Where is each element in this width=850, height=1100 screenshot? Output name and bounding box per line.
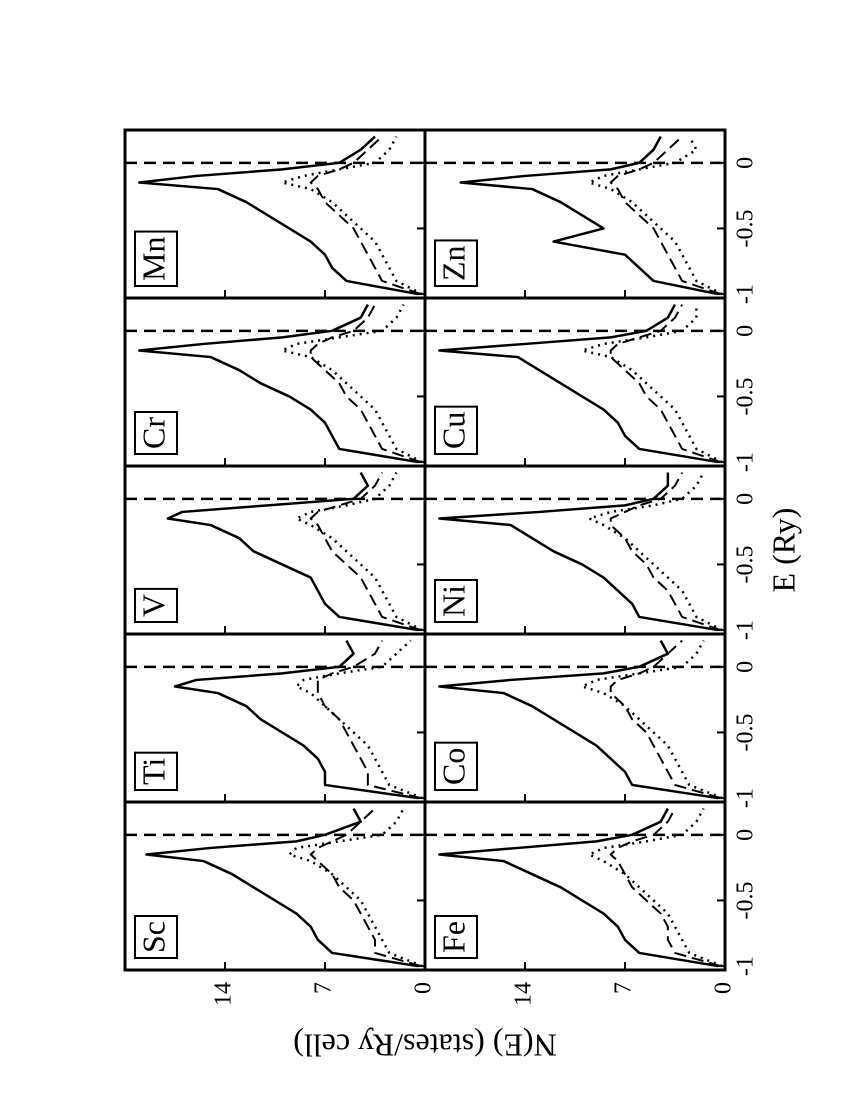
y-tick-label: 0: [711, 982, 737, 994]
panel-frame: [423, 128, 727, 300]
x-tick-label: -0.5: [733, 377, 759, 415]
dos-line: [609, 472, 722, 632]
dos-line: [145, 807, 419, 968]
dos-line: [288, 807, 423, 968]
y-tick-label: 14: [211, 982, 237, 1006]
title-box: [134, 915, 178, 959]
dos-line: [609, 135, 722, 296]
dos-line: [438, 472, 719, 632]
y-tick-label: 7: [611, 982, 637, 994]
dos-line: [309, 304, 422, 464]
x-axis-label: E (Ry): [765, 508, 801, 593]
x-tick-label: 0: [733, 493, 759, 505]
dos-line: [138, 135, 419, 296]
y-tick-label: 14: [511, 982, 537, 1006]
x-tick-label: -0.5: [733, 209, 759, 247]
title-box: [134, 587, 178, 623]
dos-line: [438, 807, 719, 968]
dos-line: [609, 808, 721, 968]
x-tick-label: -1: [733, 956, 759, 976]
x-tick-label: -1: [733, 452, 759, 472]
panel-title: Sc: [135, 921, 171, 953]
dos-line: [316, 640, 421, 800]
x-tick-label: -1: [733, 620, 759, 640]
x-tick-label: 0: [733, 157, 759, 169]
title-box: [134, 751, 178, 791]
dos-line: [438, 639, 719, 800]
title-box: [134, 411, 178, 455]
title-box: [434, 405, 478, 455]
dos-line: [166, 471, 419, 632]
dos-line: [173, 639, 419, 800]
x-tick-label: -1: [733, 284, 759, 304]
x-tick-label: -0.5: [733, 545, 759, 583]
panel-title: V: [135, 594, 171, 617]
dos-line: [309, 135, 422, 296]
panel-title: Zn: [435, 245, 471, 281]
x-tick-label: -0.5: [733, 881, 759, 919]
dos-line: [580, 639, 723, 800]
x-tick-label: 0: [733, 829, 759, 841]
panel-title: Mn: [135, 237, 171, 281]
y-tick-label: 7: [311, 982, 337, 994]
panel-title: Cr: [135, 417, 171, 449]
dos-line: [438, 303, 719, 464]
dos-line: [138, 303, 419, 464]
x-tick-label: 0: [733, 325, 759, 337]
dos-line: [280, 303, 423, 464]
title-box: [434, 239, 478, 287]
panel-title: Ni: [435, 585, 471, 617]
x-tick-label: 0: [733, 661, 759, 673]
dos-line: [459, 135, 719, 296]
title-box: [134, 230, 178, 287]
x-tick-label: -1: [733, 788, 759, 808]
y-tick-label: 0: [411, 982, 437, 994]
panel-title: Co: [435, 748, 471, 785]
x-tick-label: -0.5: [733, 713, 759, 751]
figure: 0 7 14 Sc Ti V Cr Mn -1 -0.5 0 0 7 14 Fe -1 -0.5 0 Co -1 -0.…: [123, 128, 801, 1064]
title-box: [434, 741, 478, 791]
panel-title: Fe: [435, 921, 471, 953]
dos-line: [309, 472, 422, 632]
panel-title: Cu: [435, 412, 471, 449]
dos-line: [309, 807, 421, 968]
title-box: [434, 579, 478, 623]
title-box: [434, 915, 478, 959]
y-axis-label: N(E) (states/Ry cell): [293, 1028, 557, 1064]
panel-title: Ti: [135, 758, 171, 785]
dos-line: [609, 304, 722, 464]
